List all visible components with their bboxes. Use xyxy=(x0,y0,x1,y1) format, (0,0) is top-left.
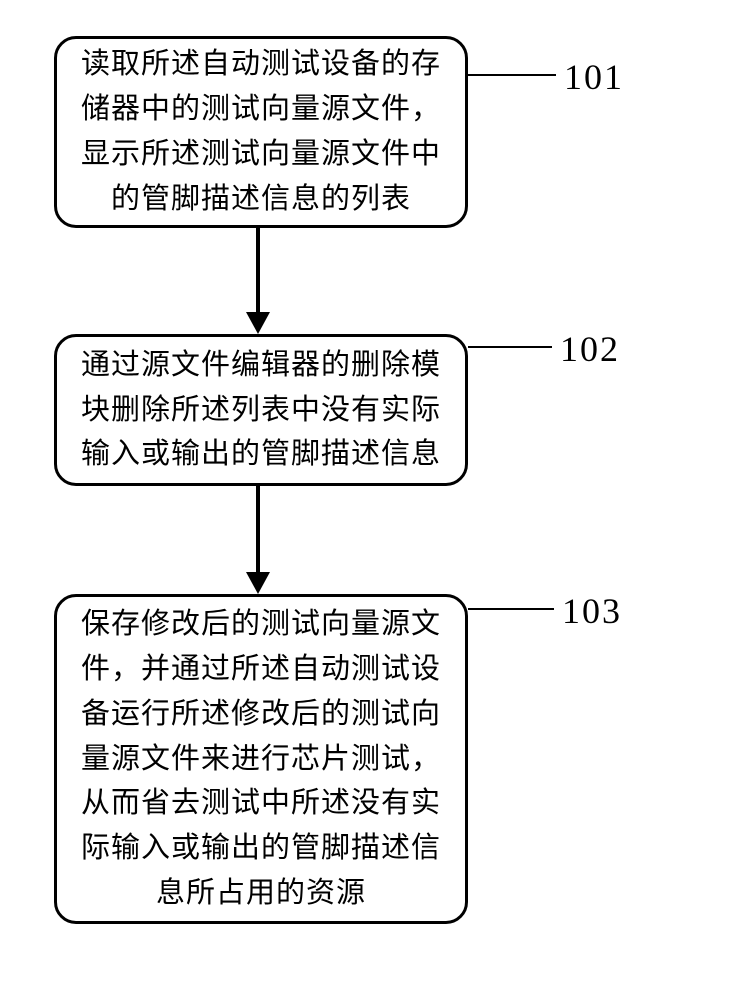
flow-step-2-label: 102 xyxy=(560,328,620,370)
flow-step-3: 保存修改后的测试向量源文件，并通过所述自动测试设备运行所述修改后的测试向量源文件… xyxy=(54,594,468,924)
flow-step-3-label: 103 xyxy=(562,590,622,632)
label-connector-2 xyxy=(468,346,552,348)
arrow-2-to-3-line xyxy=(256,486,260,574)
arrow-2-to-3-head xyxy=(246,572,270,594)
flow-step-1: 读取所述自动测试设备的存储器中的测试向量源文件，显示所述测试向量源文件中的管脚描… xyxy=(54,36,468,228)
arrow-1-to-2-line xyxy=(256,228,260,314)
flow-step-3-text: 保存修改后的测试向量源文件，并通过所述自动测试设备运行所述修改后的测试向量源文件… xyxy=(73,602,449,917)
flowchart-container: 读取所述自动测试设备的存储器中的测试向量源文件，显示所述测试向量源文件中的管脚描… xyxy=(0,0,732,1000)
flow-step-2: 通过源文件编辑器的删除模块删除所述列表中没有实际输入或输出的管脚描述信息 xyxy=(54,334,468,486)
flow-step-1-label: 101 xyxy=(564,56,624,98)
label-connector-1 xyxy=(468,74,556,76)
flow-step-2-text: 通过源文件编辑器的删除模块删除所述列表中没有实际输入或输出的管脚描述信息 xyxy=(73,343,449,478)
arrow-1-to-2-head xyxy=(246,312,270,334)
flow-step-1-text: 读取所述自动测试设备的存储器中的测试向量源文件，显示所述测试向量源文件中的管脚描… xyxy=(73,42,449,222)
label-connector-3 xyxy=(468,608,554,610)
